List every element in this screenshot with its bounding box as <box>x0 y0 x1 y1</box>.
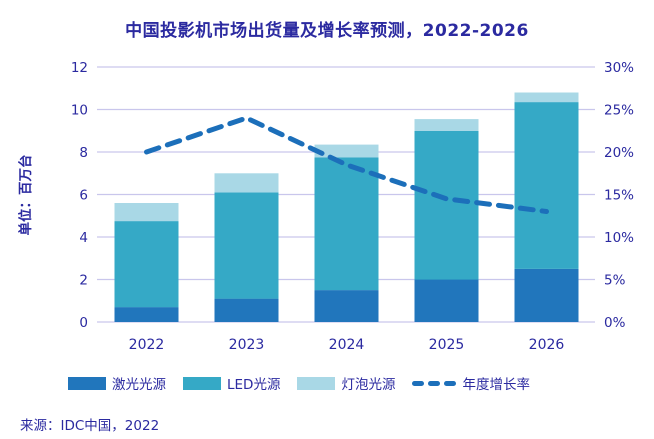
y-left-tick: 10 <box>71 102 88 118</box>
stacked-bars <box>114 92 579 322</box>
x-axis-labels: 2022 2023 2024 2025 2026 <box>129 337 565 353</box>
y-left-tick: 12 <box>71 60 88 76</box>
bar-segment-2024 <box>314 290 379 322</box>
chart-title: 中国投影机市场出货量及增长率预测，2022-2026 <box>125 21 529 41</box>
legend-label-laser: 激光光源 <box>112 377 166 393</box>
y-left-tick: 6 <box>79 187 88 203</box>
led-swatch-icon <box>183 376 221 390</box>
x-axis-label: 2026 <box>529 337 565 353</box>
legend: 激光光源 LED光源 灯泡光源 年度增长率 <box>68 373 530 393</box>
y-left-tick: 8 <box>79 145 88 161</box>
bar-segment-2024 <box>314 157 379 291</box>
legend-item-bulb: 灯泡光源 <box>297 373 395 393</box>
y-left-tick: 2 <box>79 272 88 288</box>
x-axis-label: 2025 <box>429 337 465 353</box>
y-axis-title: 单位：百万台 <box>17 155 34 236</box>
y-left-tick: 0 <box>79 315 88 331</box>
bar-segment-2025 <box>414 130 479 280</box>
bar-segment-2022 <box>114 307 179 322</box>
legend-label-growth: 年度增长率 <box>462 377 530 393</box>
bar-segment-2022 <box>114 203 179 222</box>
x-axis-label: 2023 <box>229 337 265 353</box>
legend-item-growth: 年度增长率 <box>412 373 530 393</box>
y-axis-left-tick-labels: 0 2 4 6 8 10 12 <box>71 60 88 331</box>
legend-label-bulb: 灯泡光源 <box>341 377 396 393</box>
y-right-tick: 10% <box>604 230 634 246</box>
y-right-tick: 30% <box>604 60 634 76</box>
y-right-tick: 25% <box>604 102 634 118</box>
x-axis-label: 2022 <box>129 337 165 353</box>
y-right-tick: 15% <box>604 187 634 203</box>
legend-item-laser: 激光光源 <box>68 373 166 393</box>
legend-label-led: LED光源 <box>227 377 281 393</box>
y-left-tick: 4 <box>79 230 88 246</box>
laser-swatch-icon <box>68 376 106 390</box>
bar-segment-2023 <box>214 192 279 299</box>
y-right-tick: 0% <box>604 315 626 331</box>
growth-rate-line <box>144 115 549 214</box>
bar-segment-2025 <box>414 279 479 322</box>
y-right-tick: 5% <box>604 272 626 288</box>
bar-segment-2023 <box>214 173 279 193</box>
bar-segment-2026 <box>514 268 579 322</box>
bar-segment-2026 <box>514 102 579 269</box>
y-right-tick: 20% <box>604 145 634 161</box>
dashed-line-swatch-icon <box>412 380 457 386</box>
bar-segment-2025 <box>414 119 479 131</box>
growth-rate-path <box>144 115 549 214</box>
bar-segment-2022 <box>114 221 179 308</box>
bar-segment-2026 <box>514 92 579 103</box>
bar-segment-2024 <box>314 144 379 158</box>
legend-item-led: LED光源 <box>183 373 280 393</box>
y-axis-right-tick-labels: 0% 5% 10% 15% 20% 25% 30% <box>604 60 634 331</box>
bar-segment-2023 <box>214 298 279 322</box>
bulb-swatch-icon <box>297 376 336 390</box>
x-axis-label: 2024 <box>329 337 365 353</box>
source-note: 来源：IDC中国，2022 <box>20 418 160 434</box>
